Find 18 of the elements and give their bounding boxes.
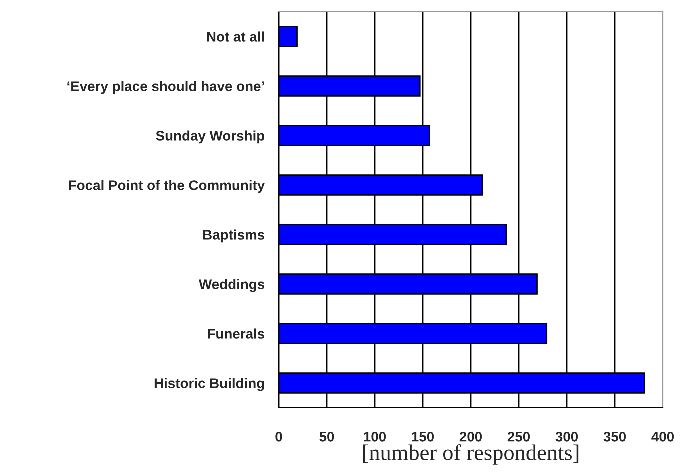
y-tick-label: Baptisms [204, 230, 265, 243]
y-tick-label: Sunday Worship [156, 130, 265, 144]
y-tick-label: Funerals [208, 328, 265, 339]
x-tick-label: 250 [508, 432, 530, 442]
x-tick-label: 300 [556, 432, 578, 442]
y-tick-label: Historic Building [154, 378, 264, 392]
x-tick-label: 400 [652, 432, 674, 442]
x-tick-label: 200 [460, 432, 482, 442]
x-tick-label: 100 [364, 432, 386, 442]
y-tick-label: Focal Point of the Community [69, 180, 266, 194]
x-tick-label: 50 [320, 432, 334, 442]
x-tick-label: 0 [276, 432, 282, 442]
y-tick-label: Not at all [207, 32, 264, 42]
y-tick-label: ‘Every place should have one’ [68, 81, 264, 94]
x-axis-title: [number of respondents] [363, 444, 579, 465]
y-tick-label: Weddings [199, 279, 265, 292]
x-tick-label: 150 [412, 432, 434, 442]
x-tick-label: 350 [604, 432, 626, 442]
